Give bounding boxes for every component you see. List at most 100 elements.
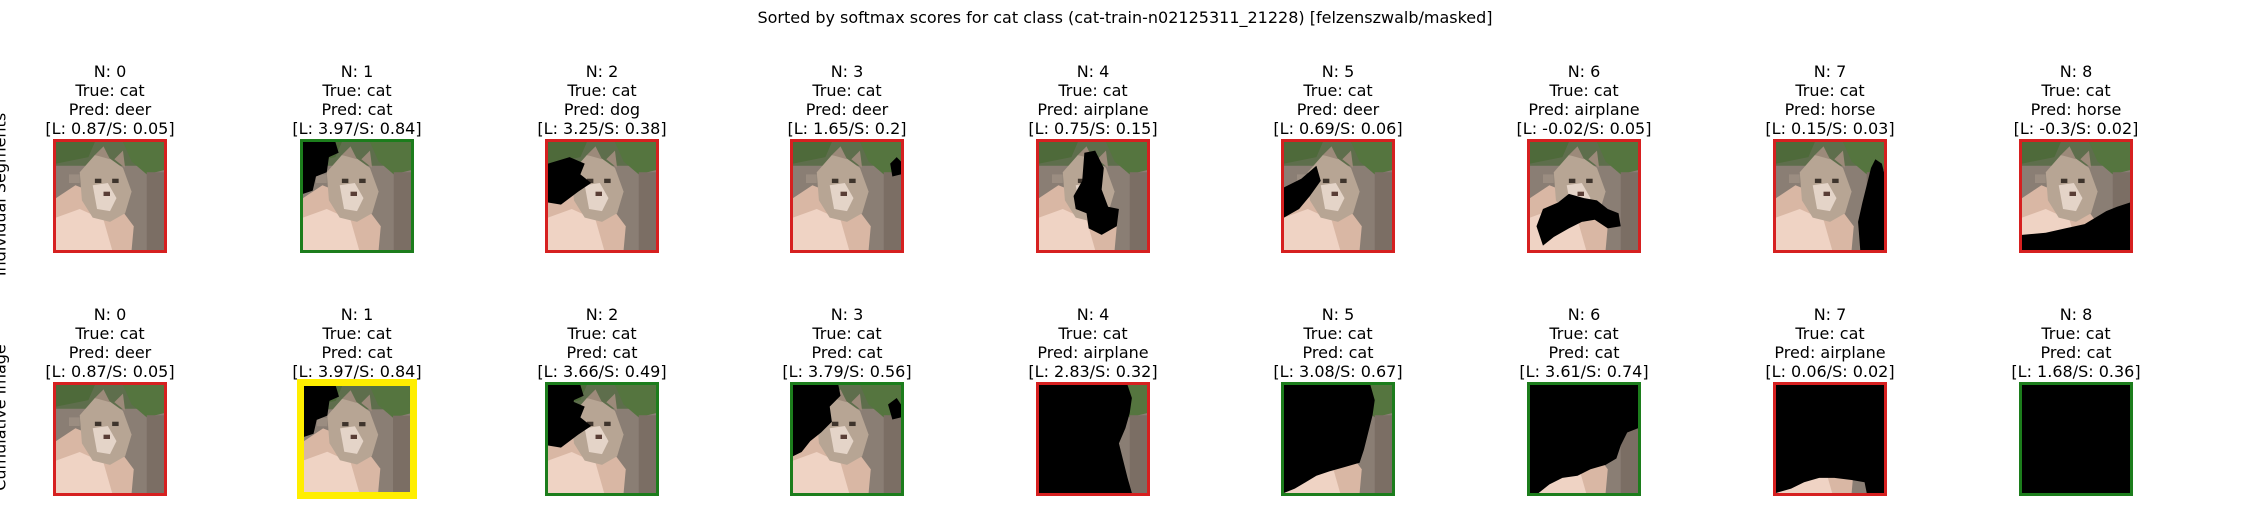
segment-image [545,382,659,496]
segment-image [2019,382,2133,496]
panel-caption: N: 5 True: cat Pred: cat [L: 3.08/S: 0.67] [1258,305,1418,381]
mask-region [303,142,339,194]
panel-caption: N: 3 True: cat Pred: cat [L: 3.79/S: 0.56] [767,305,927,381]
segment-image [1036,382,1150,496]
individual-panel-8: N: 8 True: cat Pred: horse [L: -0.3/S: 0.02… [1996,62,2156,253]
mask-region [793,385,841,457]
segment-image [1281,139,1395,253]
score-label: [L: 0.75/S: 0.15] [1028,119,1158,138]
panel-caption: N: 8 True: cat Pred: cat [L: 1.68/S: 0.36] [1996,305,2156,381]
figure-title: Sorted by softmax scores for cat class (… [757,8,1493,27]
cat-image [1530,142,1638,250]
pred-label: Pred: cat [566,343,638,362]
pred-label: Pred: cat [2040,343,2112,362]
panel-caption: N: 6 True: cat Pred: airplane [L: -0.02/S: … [1504,62,1664,138]
cat-image [303,142,411,250]
mask-region [1536,193,1621,246]
score-label: [L: 0.69/S: 0.06] [1273,119,1403,138]
panel-index: N: 6 [1567,62,1601,81]
cumulative-panel-4: N: 4 True: cat Pred: airplane [L: 2.83/S: 0… [1013,305,1173,496]
true-label: True: cat [75,81,145,100]
panel-index: N: 2 [585,62,619,81]
cumulative-panel-2: N: 2 True: cat Pred: cat [L: 3.66/S: 0.49] [522,305,682,496]
panel-index: N: 3 [830,305,864,324]
panel-caption: N: 6 True: cat Pred: cat [L: 3.61/S: 0.74] [1504,305,1664,381]
score-label: [L: 3.97/S: 0.84] [292,362,422,381]
true-label: True: cat [1549,324,1619,343]
pred-label: Pred: cat [1548,343,1620,362]
score-label: [L: 3.61/S: 0.74] [1519,362,1649,381]
cumulative-panel-8: N: 8 True: cat Pred: cat [L: 1.68/S: 0.36] [1996,305,2156,496]
pred-label: Pred: deer [68,100,152,119]
cumulative-panel-5: N: 5 True: cat Pred: cat [L: 3.08/S: 0.67] [1258,305,1418,496]
segment-image [300,139,414,253]
panel-index: N: 7 [1813,305,1847,324]
score-label: [L: 3.66/S: 0.49] [537,362,667,381]
true-label: True: cat [1303,81,1373,100]
pred-label: Pred: airplane [1774,343,1886,362]
segment-image [545,139,659,253]
true-label: True: cat [812,324,882,343]
cat-image [1284,385,1392,493]
cat-image [56,385,164,493]
individual-panel-1: N: 1 True: cat Pred: cat [L: 3.97/S: 0.84] [277,62,437,253]
cat-image [1039,385,1147,493]
panel-index: N: 2 [585,305,619,324]
pred-label: Pred: cat [321,100,393,119]
score-label: [L: 0.87/S: 0.05] [45,362,175,381]
panel-index: N: 7 [1813,62,1847,81]
cat-image [1776,385,1884,493]
score-label: [L: 0.87/S: 0.05] [45,119,175,138]
cat-image [304,386,410,492]
true-label: True: cat [75,324,145,343]
mask-region [2022,202,2130,250]
panel-caption: N: 2 True: cat Pred: cat [L: 3.66/S: 0.49] [522,305,682,381]
true-label: True: cat [322,81,392,100]
panel-caption: N: 0 True: cat Pred: deer [L: 0.87/S: 0.05] [30,305,190,381]
panel-index: N: 5 [1321,62,1355,81]
true-label: True: cat [1549,81,1619,100]
mask-region [304,386,339,437]
pred-label: Pred: airplane [1528,100,1640,119]
panel-caption: N: 2 True: cat Pred: dog [L: 3.25/S: 0.38] [522,62,682,138]
segment-image [790,139,904,253]
cat-image [1530,385,1638,493]
panel-caption: N: 1 True: cat Pred: cat [L: 3.97/S: 0.84] [277,62,437,138]
panel-caption: N: 3 True: cat Pred: deer [L: 1.65/S: 0.2] [767,62,927,138]
individual-panel-3: N: 3 True: cat Pred: deer [L: 1.65/S: 0.2] [767,62,927,253]
true-label: True: cat [1795,324,1865,343]
score-label: [L: 1.68/S: 0.36] [2011,362,2141,381]
individual-panel-0: N: 0 True: cat Pred: deer [L: 0.87/S: 0.05] [30,62,190,253]
panel-caption: N: 0 True: cat Pred: deer [L: 0.87/S: 0.05] [30,62,190,138]
segment-image [53,382,167,496]
pred-label: Pred: deer [68,343,152,362]
cat-image [56,142,164,250]
cat-image [2022,385,2130,493]
score-label: [L: 3.97/S: 0.84] [292,119,422,138]
cumulative-panel-3: N: 3 True: cat Pred: cat [L: 3.79/S: 0.56] [767,305,927,496]
panel-caption: N: 4 True: cat Pred: airplane [L: 0.75/S: 0… [1013,62,1173,138]
true-label: True: cat [567,324,637,343]
cat-image [548,142,656,250]
cat-image [2022,142,2130,250]
panel-index: N: 0 [93,305,127,324]
row-label-cumulative-image: Cumulative Image [0,344,10,491]
segment-image [53,139,167,253]
score-label: [L: 0.15/S: 0.03] [1765,119,1895,138]
panel-caption: N: 7 True: cat Pred: airplane [L: 0.06/S: 0… [1750,305,1910,381]
mask-region [548,400,592,448]
pred-label: Pred: horse [2030,100,2122,119]
cumulative-panel-1: N: 1 True: cat Pred: cat [L: 3.97/S: 0.84] [277,305,437,499]
segment-image [1773,139,1887,253]
panel-index: N: 4 [1076,305,1110,324]
score-label: [L: 3.79/S: 0.56] [782,362,912,381]
mask-region [1776,385,1884,493]
pred-label: Pred: horse [1784,100,1876,119]
cat-image [793,385,901,493]
cumulative-panel-7: N: 7 True: cat Pred: airplane [L: 0.06/S: 0… [1750,305,1910,496]
segment-image [2019,139,2133,253]
mask-region [1530,385,1638,493]
pred-label: Pred: dog [563,100,641,119]
score-label: [L: 1.65/S: 0.2] [787,119,907,138]
panel-caption: N: 4 True: cat Pred: airplane [L: 2.83/S: 0… [1013,305,1173,381]
